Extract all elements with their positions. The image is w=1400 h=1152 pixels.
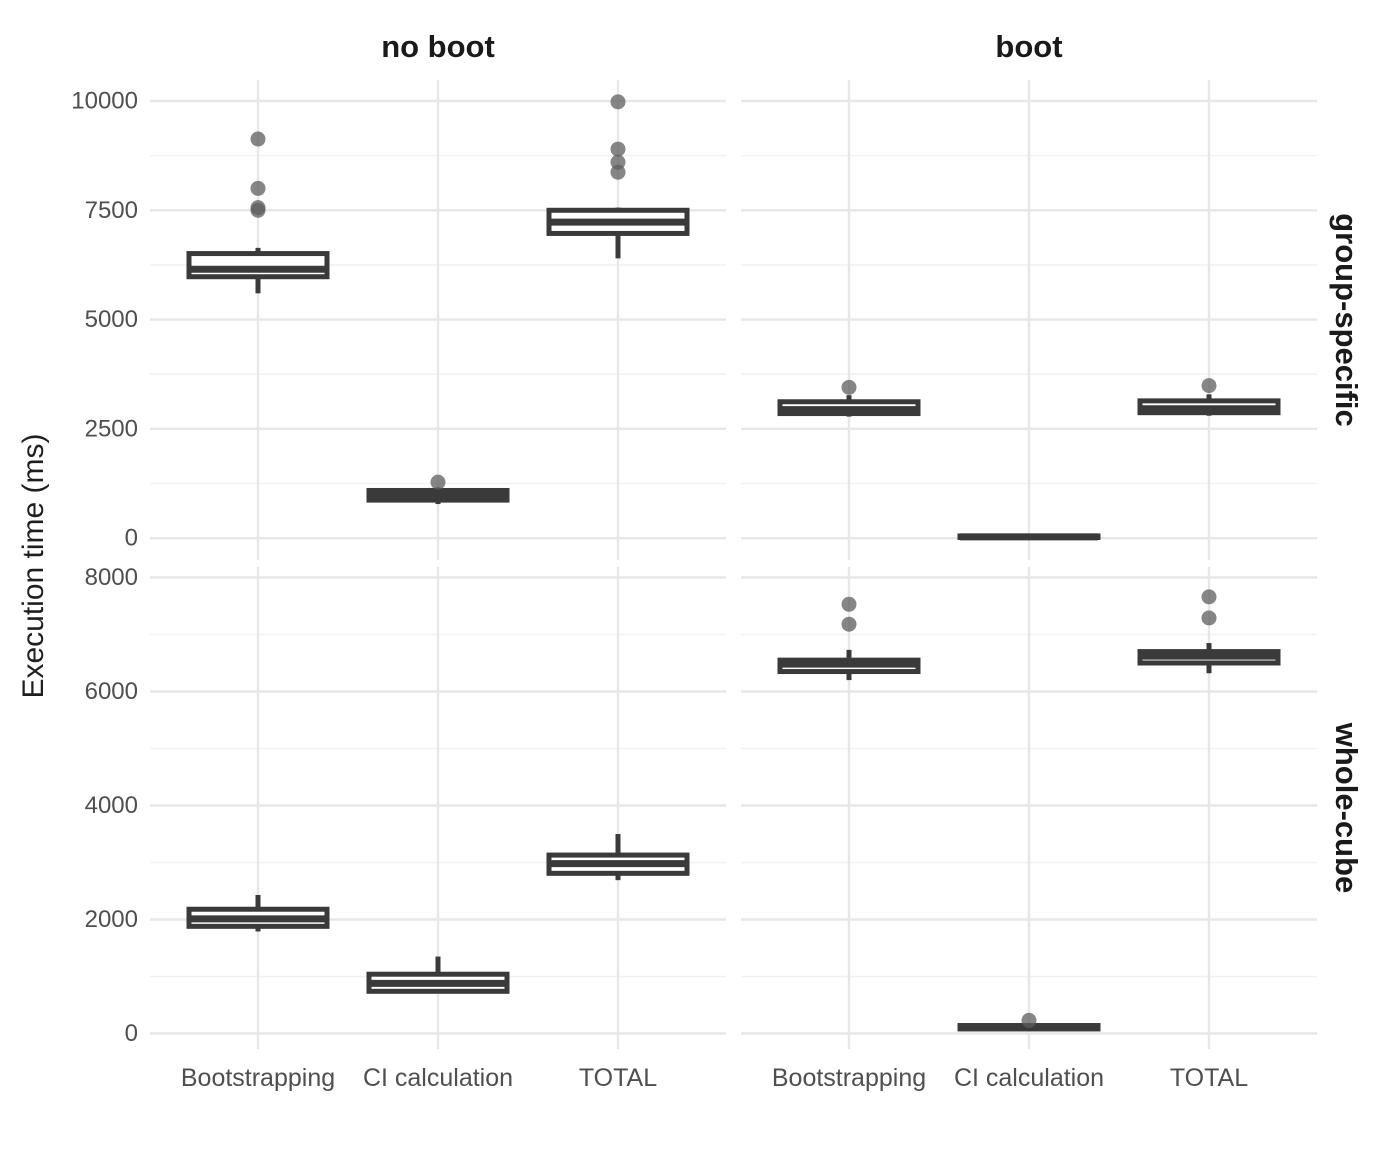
y-tick-label: 0: [125, 1020, 138, 1047]
y-tick-label: 5000: [85, 306, 138, 333]
x-tick-label: CI calculation: [363, 1064, 513, 1092]
y-tick-label: 4000: [85, 792, 138, 819]
y-tick-label: 0: [125, 525, 138, 552]
outlier-point: [610, 94, 626, 110]
outlier-point: [1201, 589, 1217, 605]
outlier-point: [250, 131, 266, 147]
outlier-point: [841, 379, 857, 395]
outlier-point: [430, 474, 446, 490]
facet-col-label-boot: boot: [995, 29, 1063, 64]
outlier-point: [250, 200, 266, 216]
outlier-point: [1201, 378, 1217, 394]
y-tick-label: 10000: [71, 87, 138, 114]
outlier-point: [250, 180, 266, 196]
x-tick-label: CI calculation: [954, 1064, 1104, 1092]
y-tick-label: 2500: [85, 415, 138, 442]
outlier-point: [610, 141, 626, 157]
facet-col-label-no-boot: no boot: [381, 29, 495, 64]
y-tick-label: 6000: [85, 678, 138, 705]
outlier-point: [610, 154, 626, 170]
x-tick-label: Bootstrapping: [772, 1064, 926, 1092]
y-tick-label: 8000: [85, 564, 138, 591]
y-tick-label: 7500: [85, 197, 138, 224]
x-tick-label: TOTAL: [579, 1064, 657, 1092]
outlier-point: [841, 596, 857, 612]
x-tick-label: Bootstrapping: [181, 1064, 335, 1092]
x-tick-label: TOTAL: [1170, 1064, 1248, 1092]
y-tick-label: 2000: [85, 906, 138, 933]
outlier-point: [1201, 610, 1217, 626]
box-iqr: [186, 251, 330, 280]
outlier-point: [1021, 1012, 1037, 1028]
outlier-point: [841, 616, 857, 632]
